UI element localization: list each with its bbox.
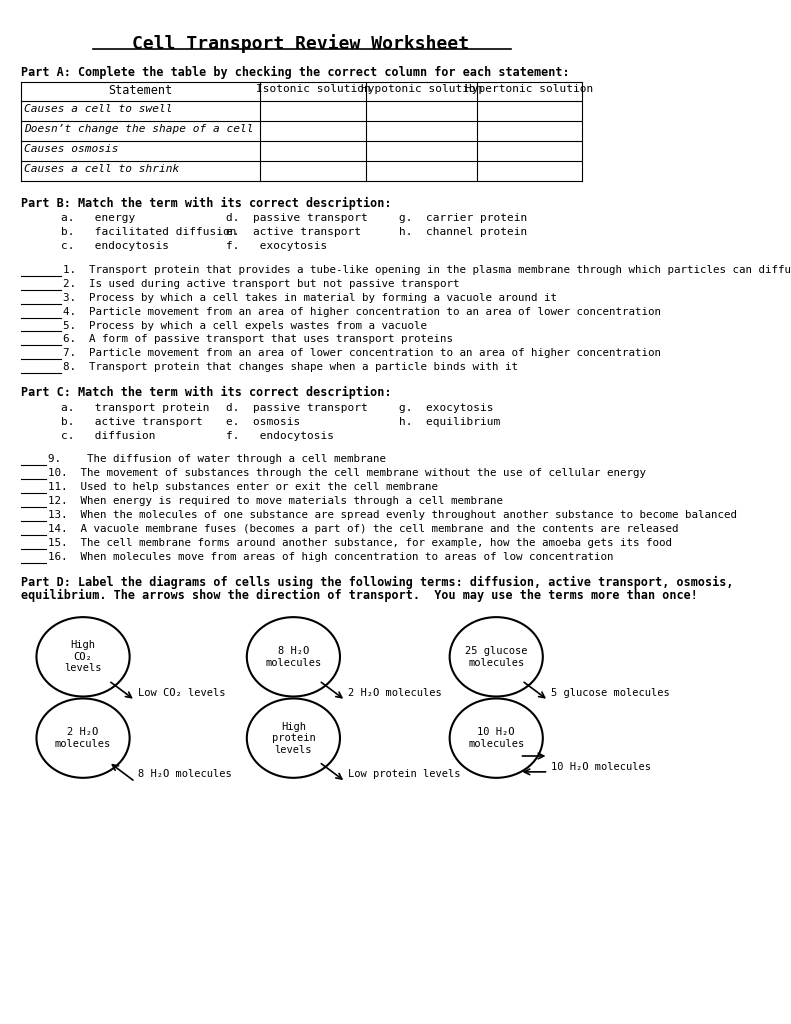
Text: 10.  The movement of substances through the cell membrane without the use of cel: 10. The movement of substances through t… — [47, 468, 645, 478]
Text: 8 H₂O molecules: 8 H₂O molecules — [138, 769, 232, 779]
Text: f.   exocytosis: f. exocytosis — [225, 242, 327, 251]
Text: Isotonic solution: Isotonic solution — [255, 84, 370, 93]
Text: 15.  The cell membrane forms around another substance, for example, how the amoe: 15. The cell membrane forms around anoth… — [47, 538, 672, 548]
Text: d.  passive transport: d. passive transport — [225, 402, 368, 413]
Text: g.  exocytosis: g. exocytosis — [399, 402, 493, 413]
Text: 12.  When energy is required to move materials through a cell membrane: 12. When energy is required to move mate… — [47, 497, 503, 506]
Text: 2.  Is used during active transport but not passive transport: 2. Is used during active transport but n… — [62, 279, 460, 289]
Text: Low protein levels: Low protein levels — [348, 769, 461, 779]
Text: High
protein
levels: High protein levels — [271, 722, 316, 755]
Text: h.  equilibrium: h. equilibrium — [399, 417, 500, 427]
Text: Part C: Match the term with its correct description:: Part C: Match the term with its correct … — [21, 386, 392, 399]
Text: b.   active transport: b. active transport — [60, 417, 202, 427]
Text: 2 H₂O
molecules: 2 H₂O molecules — [55, 727, 112, 749]
Text: Causes osmosis: Causes osmosis — [25, 144, 119, 154]
Text: equilibrium. The arrows show the direction of transport.  You may use the terms : equilibrium. The arrows show the directi… — [21, 590, 698, 602]
Text: e.  active transport: e. active transport — [225, 227, 361, 238]
Text: f.   endocytosis: f. endocytosis — [225, 431, 334, 440]
Text: Causes a cell to swell: Causes a cell to swell — [25, 104, 173, 115]
Text: 7.  Particle movement from an area of lower concentration to an area of higher c: 7. Particle movement from an area of low… — [62, 348, 660, 358]
Text: 5 glucose molecules: 5 glucose molecules — [551, 688, 670, 697]
Text: Part B: Match the term with its correct description:: Part B: Match the term with its correct … — [21, 197, 392, 210]
Text: 25 glucose
molecules: 25 glucose molecules — [465, 646, 528, 668]
Text: 14.  A vacuole membrane fuses (becomes a part of) the cell membrane and the cont: 14. A vacuole membrane fuses (becomes a … — [47, 524, 678, 534]
Text: 10 H₂O molecules: 10 H₂O molecules — [551, 762, 651, 772]
Text: e.  osmosis: e. osmosis — [225, 417, 300, 427]
Text: Causes a cell to shrink: Causes a cell to shrink — [25, 164, 180, 174]
Text: c.   endocytosis: c. endocytosis — [60, 242, 168, 251]
Text: Part D: Label the diagrams of cells using the following terms: diffusion, active: Part D: Label the diagrams of cells usin… — [21, 575, 733, 589]
Text: 11.  Used to help substances enter or exit the cell membrane: 11. Used to help substances enter or exi… — [47, 482, 437, 493]
Text: d.  passive transport: d. passive transport — [225, 213, 368, 223]
Text: 13.  When the molecules of one substance are spread evenly throughout another su: 13. When the molecules of one substance … — [47, 510, 736, 520]
Text: b.   facilitated diffusion: b. facilitated diffusion — [60, 227, 236, 238]
Text: a.   transport protein: a. transport protein — [60, 402, 209, 413]
Text: Doesn’t change the shape of a cell: Doesn’t change the shape of a cell — [25, 124, 254, 134]
Text: 6.  A form of passive transport that uses transport proteins: 6. A form of passive transport that uses… — [62, 335, 452, 344]
Text: Hypertonic solution: Hypertonic solution — [465, 84, 593, 93]
Text: 2 H₂O molecules: 2 H₂O molecules — [348, 688, 442, 697]
Text: 4.  Particle movement from an area of higher concentration to an area of lower c: 4. Particle movement from an area of hig… — [62, 306, 660, 316]
Text: 8 H₂O
molecules: 8 H₂O molecules — [265, 646, 321, 668]
Text: g.  carrier protein: g. carrier protein — [399, 213, 527, 223]
Text: 8.  Transport protein that changes shape when a particle binds with it: 8. Transport protein that changes shape … — [62, 362, 518, 373]
Text: Low CO₂ levels: Low CO₂ levels — [138, 688, 225, 697]
Text: 16.  When molecules move from areas of high concentration to areas of low concen: 16. When molecules move from areas of hi… — [47, 552, 613, 562]
Text: Cell Transport Review Worksheet: Cell Transport Review Worksheet — [132, 34, 470, 53]
Text: 5.  Process by which a cell expels wastes from a vacuole: 5. Process by which a cell expels wastes… — [62, 321, 427, 331]
Text: Hypotonic solution: Hypotonic solution — [361, 84, 483, 93]
Text: h.  channel protein: h. channel protein — [399, 227, 527, 238]
Text: 1.  Transport protein that provides a tube-like opening in the plasma membrane t: 1. Transport protein that provides a tub… — [62, 265, 791, 275]
Text: 10 H₂O
molecules: 10 H₂O molecules — [468, 727, 524, 749]
Text: Statement: Statement — [108, 84, 172, 96]
Text: High
CO₂
levels: High CO₂ levels — [64, 640, 102, 674]
Text: 3.  Process by which a cell takes in material by forming a vacuole around it: 3. Process by which a cell takes in mate… — [62, 293, 557, 303]
Text: 9.    The diffusion of water through a cell membrane: 9. The diffusion of water through a cell… — [47, 455, 386, 465]
Text: a.   energy: a. energy — [60, 213, 134, 223]
Text: c.   diffusion: c. diffusion — [60, 431, 155, 440]
Text: Part A: Complete the table by checking the correct column for each statement:: Part A: Complete the table by checking t… — [21, 66, 570, 79]
